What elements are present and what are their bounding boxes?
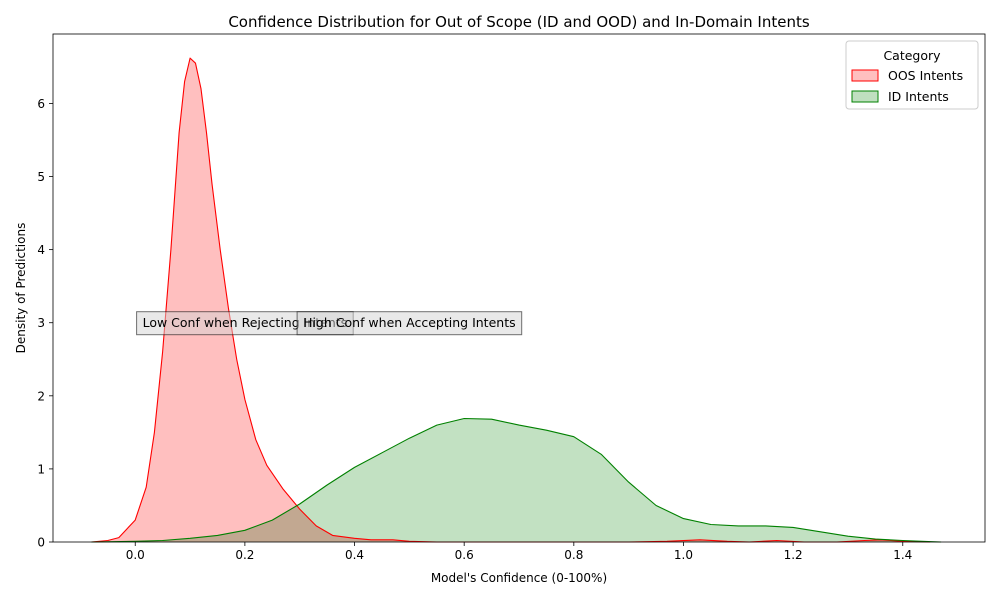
- y-tick-label: 2: [37, 389, 45, 403]
- series-area-1: [91, 418, 942, 542]
- series-area-0: [91, 58, 931, 542]
- plot-frame: [52, 33, 986, 543]
- x-tick-label: 0.0: [126, 548, 145, 562]
- annotation-text: Low Conf when Rejecting Intents: [143, 315, 348, 330]
- legend-swatch-id: [851, 90, 879, 103]
- x-tick-label: 1.2: [784, 548, 803, 562]
- annotation-1: High Conf when Accepting Intents: [296, 311, 523, 336]
- x-axis: 0.0 0.2 0.4 0.6 0.8 1.0 1.2 1.4: [126, 542, 912, 562]
- chart-title: Confidence Distribution for Out of Scope…: [228, 13, 810, 31]
- y-tick-label: 3: [37, 316, 45, 330]
- x-tick-label: 0.8: [564, 548, 583, 562]
- x-tick-label: 0.6: [455, 548, 474, 562]
- series-line-1: [91, 417, 942, 543]
- annotation-box: [296, 311, 523, 336]
- legend-frame: [845, 40, 979, 110]
- y-tick-label: 5: [37, 170, 45, 184]
- legend-label-id: ID Intents: [888, 89, 949, 104]
- x-tick-label: 1.0: [674, 548, 693, 562]
- legend-title: Category: [883, 48, 941, 63]
- x-tick-label: 1.4: [893, 548, 912, 562]
- legend: Category OOS Intents ID Intents: [845, 40, 979, 110]
- y-axis: 0 1 2 3 4 5 6: [37, 97, 53, 550]
- x-tick-label: 0.4: [345, 548, 364, 562]
- y-tick-label: 0: [37, 536, 45, 550]
- legend-swatch-oos: [851, 69, 879, 82]
- y-tick-label: 1: [37, 462, 45, 476]
- series-layer: [91, 57, 942, 543]
- x-tick-label: 0.2: [235, 548, 254, 562]
- legend-label-oos: OOS Intents: [888, 68, 963, 83]
- x-axis-title: Model's Confidence (0-100%): [431, 571, 607, 585]
- annotation-text: High Conf when Accepting Intents: [303, 315, 516, 330]
- y-axis-title: Density of Predictions: [14, 223, 28, 354]
- y-tick-label: 4: [37, 243, 45, 257]
- y-tick-label: 6: [37, 97, 45, 111]
